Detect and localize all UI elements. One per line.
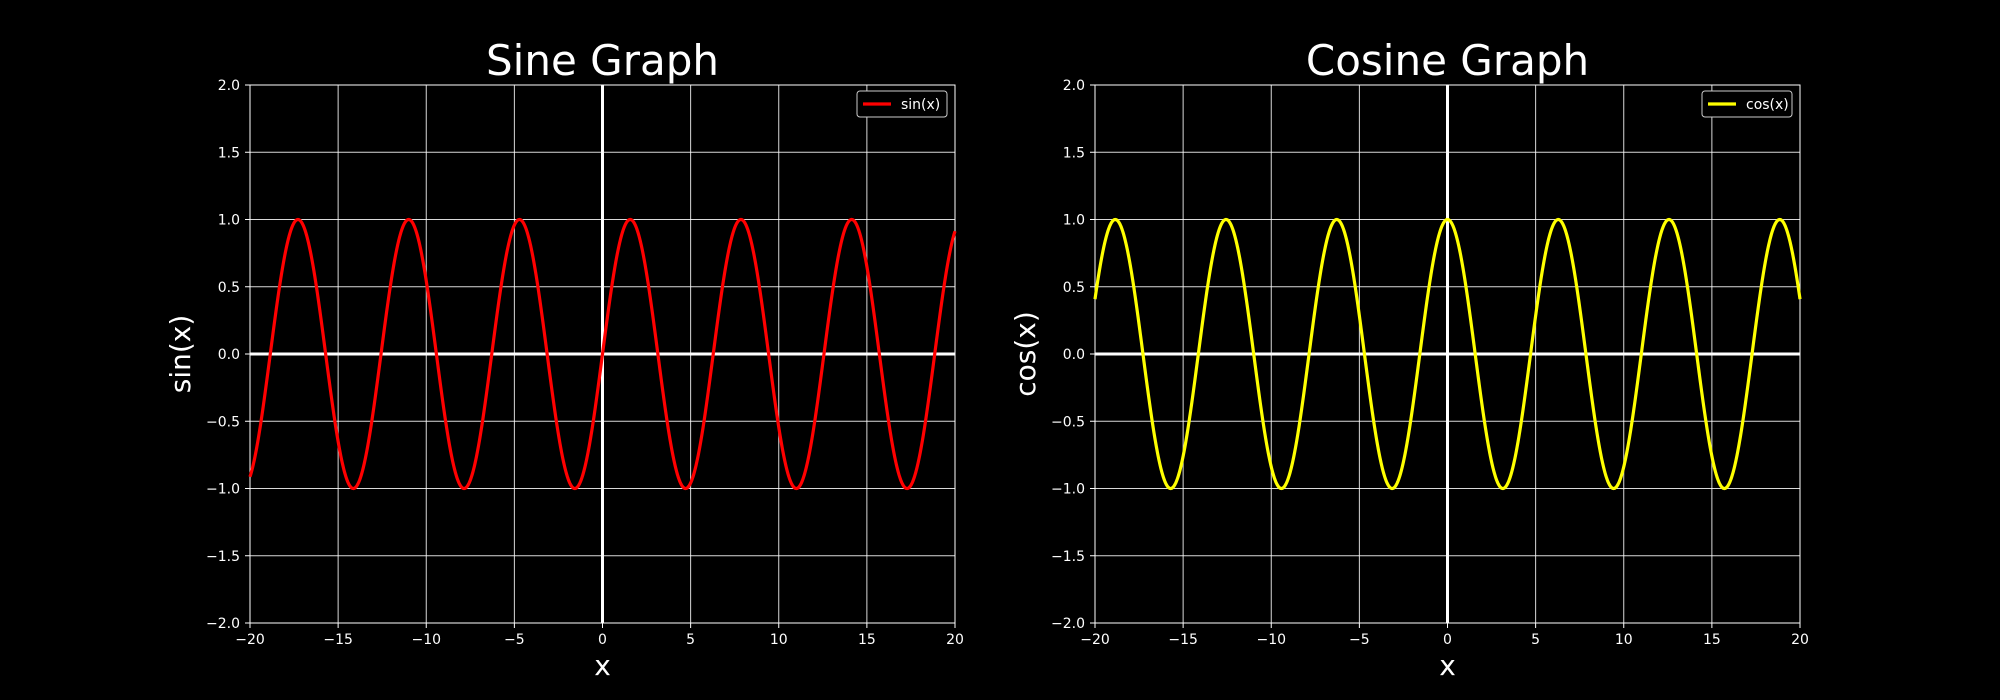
chart-0-y-tick-label: −1.0	[206, 482, 240, 498]
chart-1-legend: cos(x)	[1701, 90, 1793, 118]
chart-0-x-tick-label: 5	[686, 632, 695, 648]
chart-1-legend-label: cos(x)	[1746, 97, 1789, 113]
chart-0-group: −20 −15 −10 −5 0 5 10 15 20 2.0 1.5 1.0 0.5 0.0 −0.5 −1…	[164, 36, 964, 682]
chart-0-x-tick-label: 15	[858, 632, 876, 648]
chart-0-y-tick-label: 2.0	[218, 78, 240, 94]
chart-0-series-sin(x)-line	[248, 217, 957, 491]
chart-1-x-tick-label: −15	[1168, 632, 1198, 648]
chart-0-y-tick-label: 0.0	[218, 347, 240, 363]
chart-1-x-tick-label: 15	[1703, 632, 1721, 648]
chart-1-x-tick-label: 10	[1615, 632, 1633, 648]
chart-1-y-tick-label: −1.5	[1051, 549, 1085, 565]
chart-0-x-tick-label: −10	[411, 632, 441, 648]
chart-1-x-tick-label: 0	[1443, 632, 1452, 648]
chart-1-y-tick-label: 1.5	[1063, 145, 1085, 161]
chart-0-x-tick-label: 20	[946, 632, 964, 648]
chart-1-x-tick-label: 20	[1791, 632, 1809, 648]
chart-1-series-cos(x)-line	[1093, 217, 1802, 491]
chart-0-y-tick-label: −1.5	[206, 549, 240, 565]
chart-0-x-axis-label: x	[594, 649, 611, 682]
chart-1-y-tick-label: −1.0	[1051, 482, 1085, 498]
chart-0-title: Sine Graph	[486, 36, 719, 85]
chart-0-x-tick-label: 0	[598, 632, 607, 648]
chart-1-group: −20 −15 −10 −5 0 5 10 15 20 2.0 1.5 1.0 0.5 0.0 −0.5 −1…	[1009, 36, 1809, 682]
chart-1-y-axis-label: cos(x)	[1009, 311, 1042, 397]
chart-0-y-tick-label: −0.5	[206, 414, 240, 430]
chart-1-y-tick-label: 0.5	[1063, 280, 1085, 296]
chart-1-legend-box	[1701, 90, 1793, 118]
chart-1-x-tick-label: 5	[1531, 632, 1540, 648]
chart-0-x-tick-label: −5	[504, 632, 525, 648]
chart-1-y-tick-label: −2.0	[1051, 616, 1085, 632]
chart-0-x-tick-label: 10	[770, 632, 788, 648]
chart-1-x-tick-label: −10	[1256, 632, 1286, 648]
chart-0-x-tick-label: −20	[235, 632, 265, 648]
chart-1-x-tick-label: −5	[1349, 632, 1370, 648]
chart-1-y-tick-label: 0.0	[1063, 347, 1085, 363]
chart-0-x-tick-label: −15	[323, 632, 353, 648]
chart-0-legend-label: sin(x)	[901, 97, 940, 113]
chart-1-x-tick-label: −20	[1080, 632, 1110, 648]
chart-0-legend: sin(x)	[856, 90, 948, 118]
chart-1-title: Cosine Graph	[1306, 36, 1589, 85]
chart-1-y-tick-label: 2.0	[1063, 78, 1085, 94]
chart-0-y-axis-label: sin(x)	[164, 315, 197, 394]
chart-0-y-tick-label: 1.0	[218, 213, 240, 229]
chart-0-legend-box	[856, 90, 948, 118]
chart-0-y-tick-label: −2.0	[206, 616, 240, 632]
chart-1-y-tick-label: 1.0	[1063, 213, 1085, 229]
chart-0-y-tick-label: 1.5	[218, 145, 240, 161]
chart-0-y-tick-label: 0.5	[218, 280, 240, 296]
chart-1-y-tick-label: −0.5	[1051, 414, 1085, 430]
chart-1-x-axis-label: x	[1439, 649, 1456, 682]
